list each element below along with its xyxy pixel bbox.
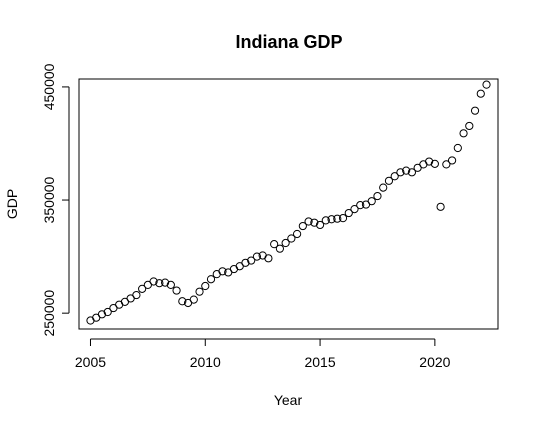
data-point bbox=[321, 216, 330, 225]
data-point bbox=[241, 258, 250, 267]
data-point bbox=[402, 166, 411, 175]
y-tick-label: 250000 bbox=[41, 290, 57, 337]
data-point bbox=[407, 168, 417, 177]
data-point bbox=[281, 238, 290, 248]
data-point bbox=[178, 297, 187, 306]
data-point bbox=[453, 143, 462, 153]
data-point bbox=[132, 290, 141, 300]
data-point bbox=[338, 214, 348, 223]
data-point bbox=[465, 121, 474, 131]
data-point bbox=[97, 310, 107, 319]
data-point bbox=[149, 277, 158, 286]
data-point bbox=[247, 256, 256, 265]
data-point bbox=[195, 287, 204, 296]
data-point bbox=[287, 234, 296, 243]
data-points bbox=[86, 80, 491, 325]
y-axis: 250000 350000 450000 bbox=[41, 63, 70, 337]
data-point bbox=[333, 214, 342, 223]
data-point bbox=[425, 157, 434, 166]
data-point bbox=[138, 284, 147, 293]
data-point bbox=[264, 254, 273, 263]
x-tick-label: 2010 bbox=[190, 354, 221, 370]
x-axis: 2005 2010 2015 2020 bbox=[75, 338, 451, 370]
data-point bbox=[396, 168, 405, 177]
data-point bbox=[304, 217, 313, 226]
data-point bbox=[470, 106, 480, 115]
data-point bbox=[201, 281, 210, 291]
data-point bbox=[447, 156, 457, 165]
x-axis-label: Year bbox=[274, 392, 303, 408]
data-point bbox=[373, 191, 382, 201]
data-point bbox=[218, 267, 227, 276]
data-point bbox=[172, 286, 181, 295]
data-point bbox=[436, 202, 445, 211]
x-tick-label: 2015 bbox=[304, 354, 335, 370]
data-point bbox=[430, 159, 439, 168]
data-point bbox=[482, 80, 491, 89]
data-point bbox=[293, 229, 302, 239]
data-point bbox=[270, 240, 279, 249]
data-point bbox=[390, 172, 399, 181]
data-point bbox=[310, 218, 319, 227]
y-tick-label: 450000 bbox=[41, 63, 57, 110]
data-point bbox=[160, 278, 170, 287]
chart-title: Indiana GDP bbox=[235, 32, 342, 52]
data-point bbox=[476, 89, 485, 98]
data-point bbox=[103, 307, 112, 317]
data-point bbox=[459, 129, 468, 138]
y-tick-label: 350000 bbox=[41, 176, 57, 223]
y-axis-label: GDP bbox=[4, 189, 20, 219]
data-point bbox=[275, 244, 284, 253]
data-point bbox=[356, 201, 365, 210]
data-point bbox=[442, 160, 451, 169]
data-point bbox=[252, 252, 262, 261]
data-point bbox=[344, 208, 353, 218]
data-point bbox=[189, 295, 198, 304]
data-point bbox=[350, 204, 359, 214]
data-point bbox=[315, 220, 325, 230]
data-point bbox=[166, 280, 175, 289]
data-point bbox=[206, 275, 216, 284]
data-point bbox=[379, 183, 388, 192]
data-point bbox=[155, 279, 164, 288]
x-tick-label: 2020 bbox=[419, 354, 450, 370]
x-tick-label: 2005 bbox=[75, 354, 106, 370]
data-point bbox=[384, 176, 394, 185]
data-point bbox=[327, 215, 336, 224]
data-point bbox=[298, 221, 307, 231]
plot-frame bbox=[78, 78, 499, 330]
data-point bbox=[367, 197, 376, 206]
